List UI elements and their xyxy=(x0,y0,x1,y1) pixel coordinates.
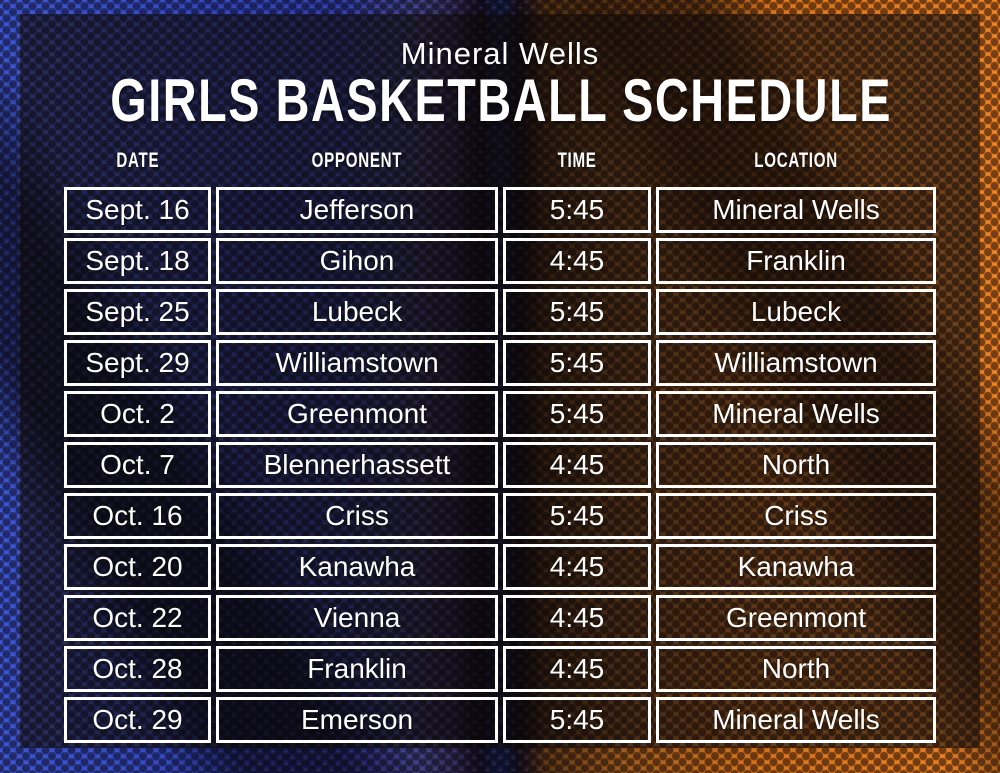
date-cell: Oct. 29 xyxy=(64,697,211,743)
table-header-row: DATE OPPONENT TIME LOCATION xyxy=(64,149,936,173)
opponent-cell: Lubeck xyxy=(216,289,498,335)
opponent-cell: Williamstown xyxy=(216,340,498,386)
location-cell: Greenmont xyxy=(656,595,936,641)
poster-title-text: GIRLS BASKETBALL SCHEDULE xyxy=(110,67,893,134)
date-cell: Sept. 16 xyxy=(64,187,211,233)
location-cell: North xyxy=(656,442,936,488)
location-cell: Criss xyxy=(656,493,936,539)
opponent-cell: Franklin xyxy=(216,646,498,692)
location-cell: North xyxy=(656,646,936,692)
column-header-location: LOCATION xyxy=(754,149,838,172)
opponent-cell: Emerson xyxy=(216,697,498,743)
time-cell: 5:45 xyxy=(503,340,651,386)
date-cell: Oct. 28 xyxy=(64,646,211,692)
date-cell: Oct. 20 xyxy=(64,544,211,590)
time-cell: 5:45 xyxy=(503,187,651,233)
date-cell: Oct. 16 xyxy=(64,493,211,539)
date-cell: Oct. 22 xyxy=(64,595,211,641)
opponent-cell: Greenmont xyxy=(216,391,498,437)
time-cell: 5:45 xyxy=(503,697,651,743)
school-name: Mineral Wells xyxy=(400,36,600,71)
poster-title: GIRLS BASKETBALL SCHEDULE xyxy=(0,66,1000,135)
time-cell: 4:45 xyxy=(503,442,651,488)
date-cell: Sept. 18 xyxy=(64,238,211,284)
time-cell: 4:45 xyxy=(503,646,651,692)
opponent-cell: Gihon xyxy=(216,238,498,284)
date-cell: Sept. 25 xyxy=(64,289,211,335)
column-header-date: DATE xyxy=(116,149,159,172)
column-header-time: TIME xyxy=(557,149,597,172)
dark-panel-overlay xyxy=(20,14,980,748)
time-cell: 4:45 xyxy=(503,238,651,284)
date-cell: Oct. 2 xyxy=(64,391,211,437)
location-cell: Lubeck xyxy=(656,289,936,335)
opponent-cell: Blennerhassett xyxy=(216,442,498,488)
time-cell: 4:45 xyxy=(503,595,651,641)
opponent-cell: Kanawha xyxy=(216,544,498,590)
opponent-cell: Vienna xyxy=(216,595,498,641)
opponent-cell: Jefferson xyxy=(216,187,498,233)
opponent-cell: Criss xyxy=(216,493,498,539)
time-cell: 5:45 xyxy=(503,493,651,539)
time-cell: 5:45 xyxy=(503,391,651,437)
schedule-table: Sept. 16 Jefferson 5:45 Mineral Wells Se… xyxy=(64,187,936,743)
date-cell: Sept. 29 xyxy=(64,340,211,386)
column-header-opponent: OPPONENT xyxy=(311,149,403,172)
time-cell: 5:45 xyxy=(503,289,651,335)
date-cell: Oct. 7 xyxy=(64,442,211,488)
location-cell: Franklin xyxy=(656,238,936,284)
time-cell: 4:45 xyxy=(503,544,651,590)
location-cell: Mineral Wells xyxy=(656,187,936,233)
location-cell: Mineral Wells xyxy=(656,697,936,743)
location-cell: Kanawha xyxy=(656,544,936,590)
location-cell: Williamstown xyxy=(656,340,936,386)
location-cell: Mineral Wells xyxy=(656,391,936,437)
